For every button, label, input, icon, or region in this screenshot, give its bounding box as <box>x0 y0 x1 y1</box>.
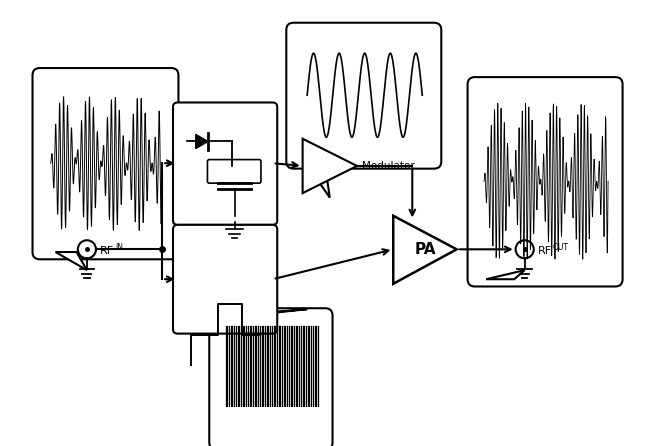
Text: RF: RF <box>100 246 113 256</box>
FancyBboxPatch shape <box>33 68 178 259</box>
FancyBboxPatch shape <box>207 160 261 183</box>
FancyBboxPatch shape <box>173 103 277 225</box>
Text: RF: RF <box>537 246 552 256</box>
FancyBboxPatch shape <box>468 77 623 286</box>
Polygon shape <box>393 216 457 284</box>
Polygon shape <box>230 309 307 315</box>
Polygon shape <box>302 139 357 193</box>
FancyBboxPatch shape <box>286 23 441 169</box>
Text: Modulator: Modulator <box>361 161 415 171</box>
Polygon shape <box>195 134 209 149</box>
FancyBboxPatch shape <box>209 308 333 446</box>
Text: PA: PA <box>414 242 436 257</box>
Text: IN: IN <box>115 243 123 252</box>
Polygon shape <box>56 252 87 270</box>
Polygon shape <box>305 161 330 198</box>
Polygon shape <box>486 270 525 279</box>
Text: OUT: OUT <box>553 243 569 252</box>
FancyBboxPatch shape <box>173 225 277 334</box>
